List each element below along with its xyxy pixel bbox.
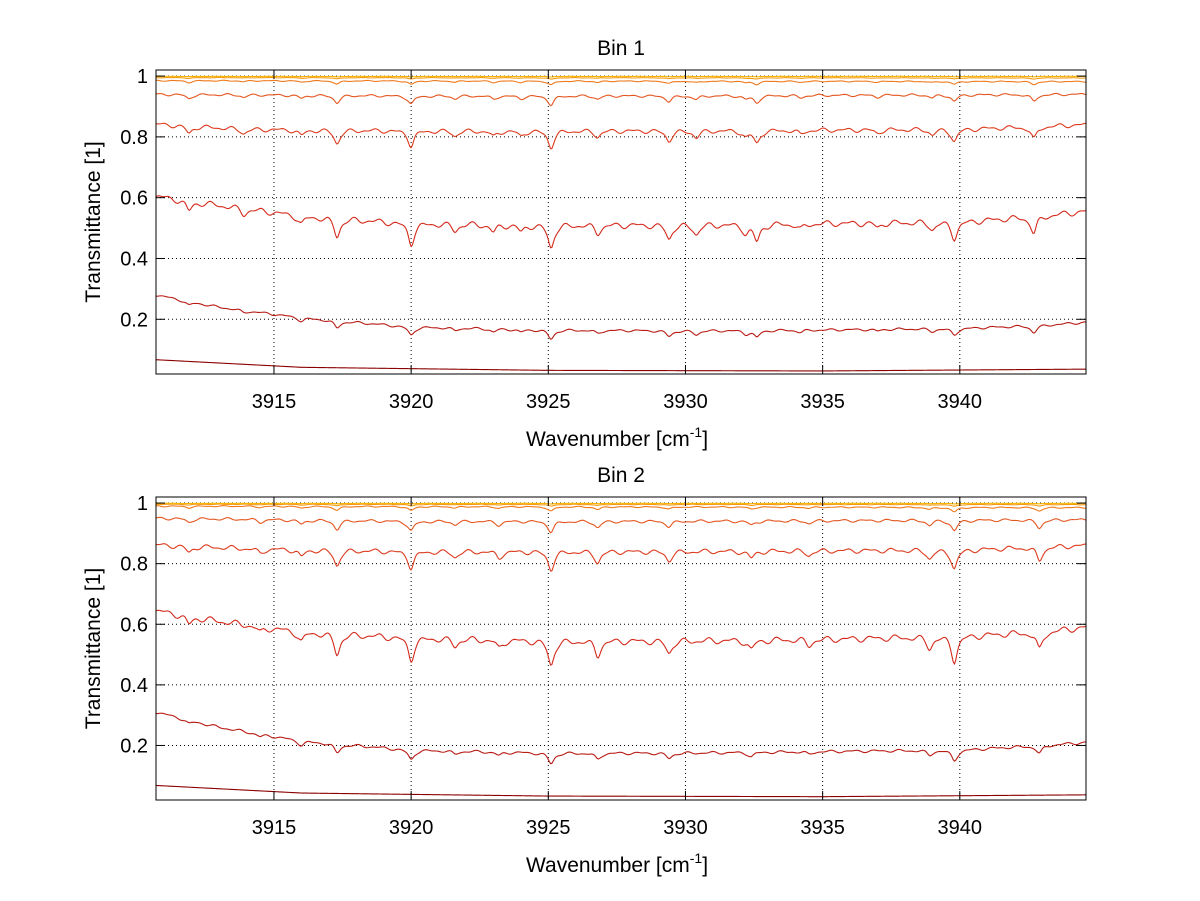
x-tick-label: 3940 (938, 391, 983, 413)
y-tick-label: 0.6 (120, 614, 148, 636)
series-line-8 (156, 502, 1086, 505)
series-line-5 (156, 92, 1086, 107)
series-line-4 (156, 122, 1086, 150)
x-tick-label: 3935 (800, 817, 845, 839)
chart-title: Bin 2 (597, 464, 645, 487)
series-line-7 (156, 503, 1086, 507)
x-tick-label: 3930 (663, 817, 708, 839)
y-tick-label: 1 (137, 493, 148, 515)
x-tick-label: 3930 (663, 391, 708, 413)
series-line-4 (156, 543, 1086, 572)
x-tick-label: 3920 (389, 817, 434, 839)
x-tick-label: 3920 (389, 391, 434, 413)
series-group (156, 75, 1086, 372)
series-line-1 (156, 359, 1086, 372)
plot-frame (155, 496, 1087, 801)
y-tick-label: 0.6 (120, 188, 148, 210)
series-line-3 (156, 609, 1086, 666)
x-tick-label: 3915 (252, 391, 297, 413)
series-line-3 (156, 195, 1086, 249)
series-line-6 (156, 505, 1086, 513)
x-axis-label: Wavenumber [cm-1] (526, 850, 708, 877)
x-tick-label: 3925 (526, 817, 571, 839)
series-line-7 (156, 76, 1086, 80)
y-tick-label: 0.4 (120, 675, 148, 697)
series-line-2 (156, 295, 1086, 340)
plot-frame (155, 69, 1087, 375)
y-tick-label: 0.2 (120, 735, 148, 757)
x-tick-label: 3935 (800, 391, 845, 413)
y-axis-label: Transmittance [1] (82, 568, 105, 729)
x-tick-label: 3925 (526, 391, 571, 413)
y-axis-label: Transmittance [1] (82, 141, 105, 302)
chart-title: Bin 1 (597, 37, 645, 60)
y-tick-label: 0.4 (120, 248, 148, 270)
y-tick-label: 0.8 (120, 554, 148, 576)
y-tick-label: 0.8 (120, 127, 148, 149)
y-tick-label: 0.2 (120, 309, 148, 331)
panels: 3915 3920 3925 3930 3935 3940 0.2 0.4 0.6 0.8 1 Bin… (82, 37, 1087, 877)
chart-panel-2: 3915 3920 3925 3930 3935 3940 0.2 0.4 0.6 0.8 1 Bin… (82, 464, 1087, 877)
series-line-6 (156, 79, 1086, 86)
chart-panel-1: 3915 3920 3925 3930 3935 3940 0.2 0.4 0.6 0.8 1 Bin… (82, 37, 1087, 451)
x-axis-label: Wavenumber [cm-1] (526, 424, 708, 451)
series-line-5 (156, 516, 1086, 534)
series-group (156, 502, 1086, 798)
series-line-8 (156, 75, 1086, 78)
x-tick-label: 3915 (252, 817, 297, 839)
y-tick-label: 1 (137, 66, 148, 88)
series-line-2 (156, 712, 1086, 765)
series-line-1 (156, 784, 1086, 798)
x-tick-label: 3940 (938, 817, 983, 839)
